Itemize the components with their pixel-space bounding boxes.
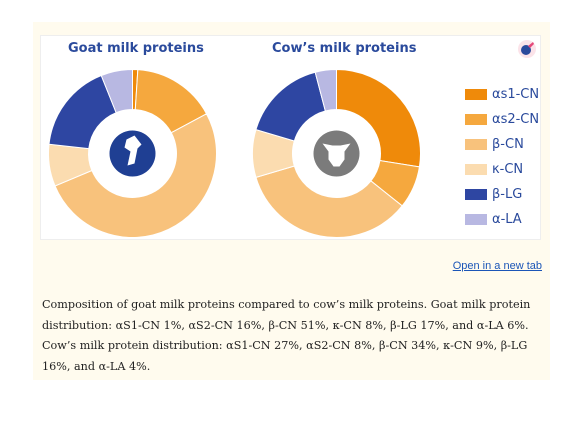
figure-image[interactable]: Goat milk proteins Cow’s milk proteins α…: [40, 35, 541, 240]
slice-α-LA: [314, 68, 337, 112]
logo-mark: [521, 42, 534, 55]
slice-αs1-CN: [336, 68, 421, 168]
legend-label: β-LG: [492, 187, 523, 202]
logo-icon: [518, 40, 536, 58]
legend-item-b-cn: β-CN: [465, 136, 555, 156]
legend-swatch: [465, 214, 487, 225]
goat-chart-title: Goat milk proteins: [68, 41, 204, 56]
goat-icon-silhouette: [124, 135, 142, 166]
slice-α-LA: [100, 68, 133, 114]
legend-label: β-CN: [492, 137, 524, 152]
slice-β-CN: [54, 113, 217, 238]
legend-item-as1-cn: αs1-CN: [465, 86, 555, 106]
figure-card: Goat milk proteins Cow’s milk proteins α…: [33, 22, 550, 380]
legend-swatch: [465, 114, 487, 125]
legend-swatch: [465, 89, 487, 100]
cow-chart-title: Cow’s milk proteins: [272, 41, 417, 56]
legend-item-k-cn: κ-CN: [465, 161, 555, 181]
cow-donut-chart: [252, 68, 421, 238]
legend-label: αs2-CN: [492, 112, 540, 127]
legend-label: αs1-CN: [492, 87, 540, 102]
legend-swatch: [465, 139, 487, 150]
legend-item-b-lg: β-LG: [465, 186, 555, 206]
slice-β-CN: [255, 165, 403, 238]
legend-item-a-la: α-LA: [465, 211, 555, 231]
legend-swatch: [465, 164, 487, 175]
goat-donut-chart: [48, 68, 217, 238]
cow-icon-silhouette: [322, 143, 351, 167]
figure-caption: Composition of goat milk proteins compar…: [42, 298, 531, 373]
legend-label: α-LA: [492, 212, 522, 227]
open-in-new-tab-link[interactable]: Open in a new tab: [452, 260, 542, 272]
legend-swatch: [465, 189, 487, 200]
legend-label: κ-CN: [492, 162, 524, 177]
legend-item-as2-cn: αs2-CN: [465, 111, 555, 131]
